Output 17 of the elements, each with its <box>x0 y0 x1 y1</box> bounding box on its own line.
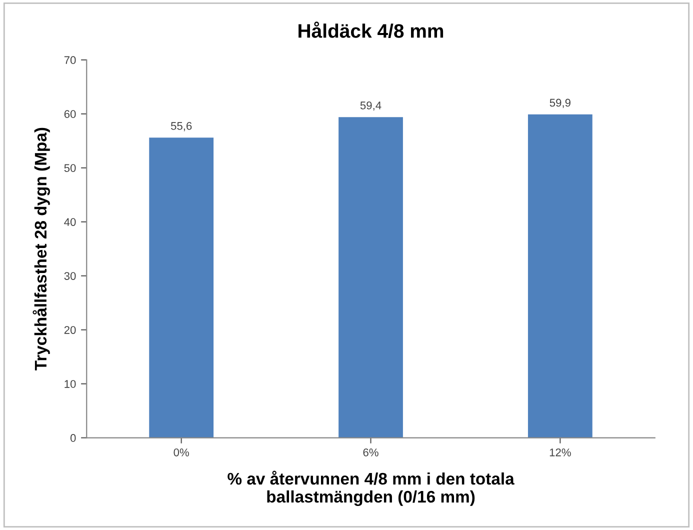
x-tick-label: 6% <box>363 448 378 456</box>
y-tick-label: 40 <box>64 218 76 226</box>
y-axis-title: Tryckhållfasthet 28 dygn (Mpa) <box>32 128 50 370</box>
y-tick-label: 0 <box>70 434 76 442</box>
y-tick-label: 50 <box>64 164 76 172</box>
y-tick-label: 10 <box>64 380 76 388</box>
x-axis-title: % av återvunnen 4/8 mm i den totala ballastmängden (0/16 mm) <box>228 470 514 506</box>
y-tick-label: 70 <box>64 56 76 64</box>
x-tick-label: 12% <box>550 448 571 456</box>
x-tick-label: 0% <box>174 448 189 456</box>
y-tick-label: 60 <box>64 110 76 118</box>
chart-title: Håldäck 4/8 mm <box>298 22 444 38</box>
y-tick-label: 30 <box>64 272 76 280</box>
data-label: 59,9 <box>550 98 570 108</box>
data-label: 55,6 <box>170 122 192 132</box>
data-label: 59,4 <box>360 101 382 111</box>
y-tick-label: 20 <box>64 326 76 334</box>
